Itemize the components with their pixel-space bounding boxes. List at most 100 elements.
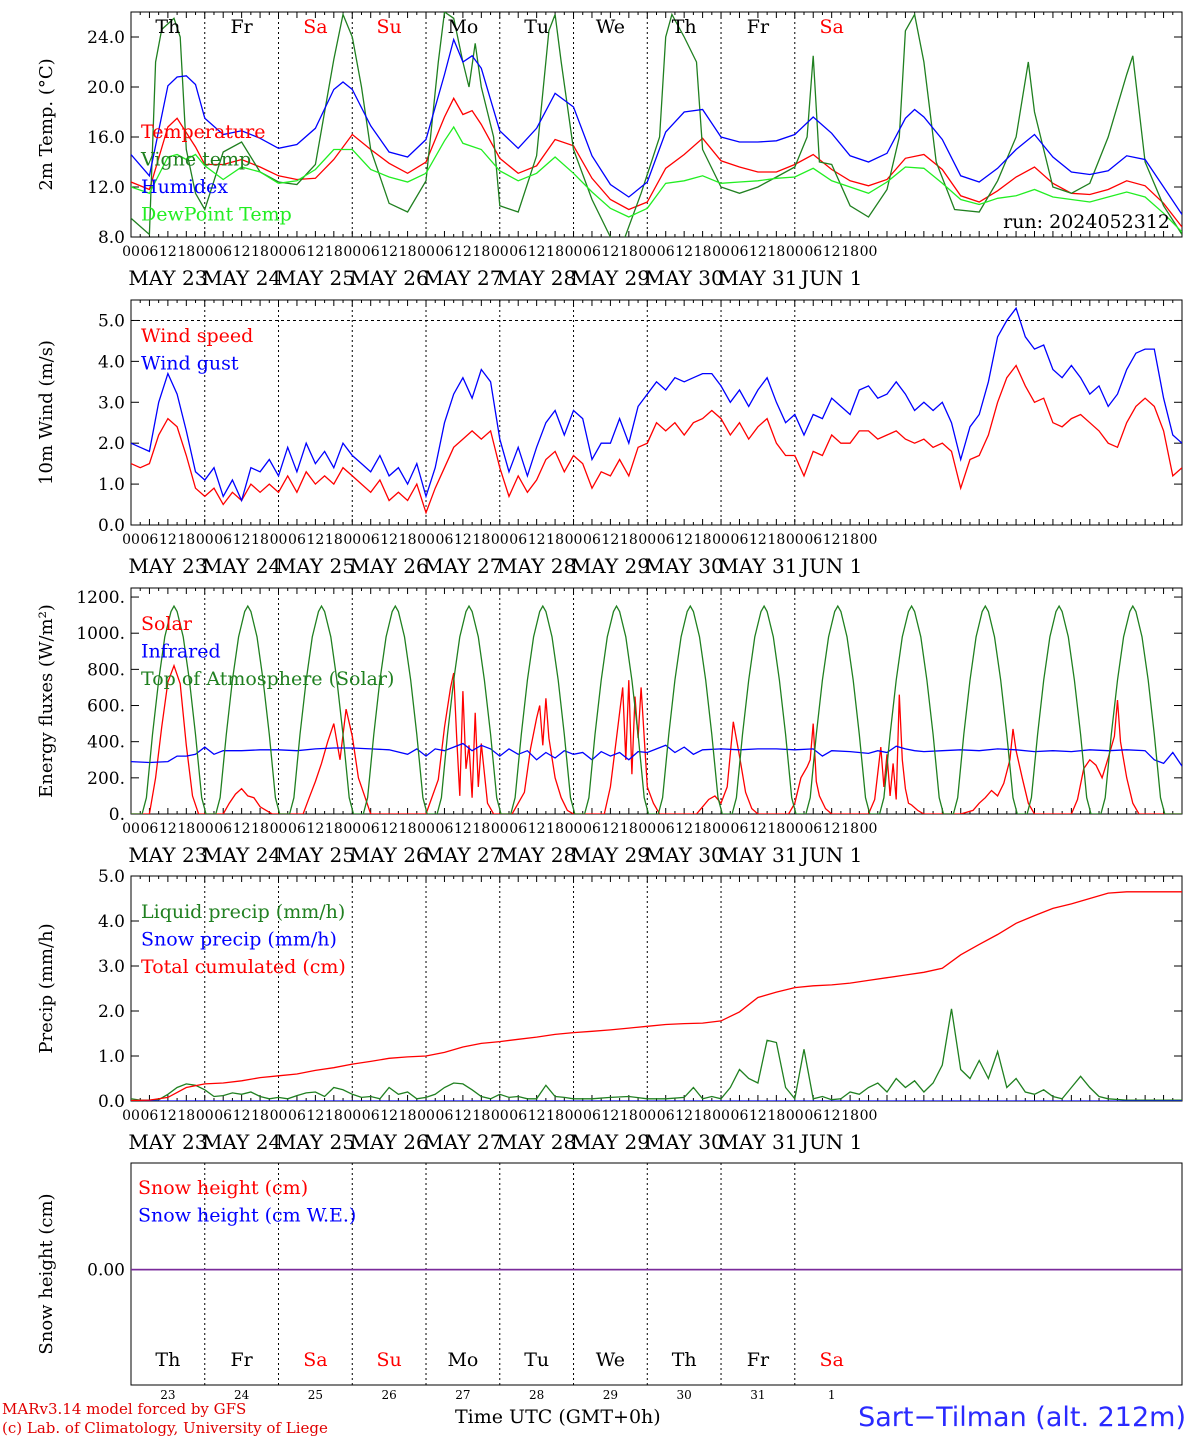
hour-tick-label: 00 <box>196 1108 214 1124</box>
hour-tick-label: 00 <box>786 244 804 260</box>
panel-5: 0.00 Snow height (cm) Snow height (cm) Snow… <box>36 1162 1183 1402</box>
legend-entry: Humidex <box>141 176 228 198</box>
day-number-label: 24 <box>234 1388 250 1402</box>
hour-tick-label: 06 <box>436 244 454 260</box>
hour-tick-label: 06 <box>657 244 675 260</box>
hour-tick-label: 00 <box>860 532 878 548</box>
hour-tick-label: 00 <box>343 821 361 837</box>
date-label: MAY 23 <box>128 266 207 290</box>
date-label: MAY 26 <box>350 843 429 867</box>
hour-tick-label: 12 <box>675 244 693 260</box>
hour-tick-label: 00 <box>860 1108 878 1124</box>
y-tick-label: 0.0 <box>98 1092 125 1112</box>
hour-tick-label: 18 <box>399 1108 417 1124</box>
hour-tick-label: 06 <box>141 244 159 260</box>
hour-tick-label: 00 <box>122 244 140 260</box>
hour-tick-label: 18 <box>620 244 638 260</box>
date-label: MAY 29 <box>571 1130 650 1154</box>
hour-tick-label: 12 <box>823 244 841 260</box>
date-label: MAY 29 <box>571 843 650 867</box>
y-tick-label: 16.0 <box>87 128 125 148</box>
y-axis-title: Snow height (cm) <box>36 1193 57 1354</box>
hour-tick-label: 00 <box>638 821 656 837</box>
series-line-temperature <box>131 96 1182 228</box>
y-tick-label: 0.0 <box>98 516 125 536</box>
hour-tick-label: 00 <box>565 244 583 260</box>
legend-entry: Infrared <box>141 641 221 663</box>
hour-tick-label: 12 <box>454 244 472 260</box>
series-line-dewpoint-temp <box>131 125 1182 233</box>
hour-tick-label: 18 <box>694 244 712 260</box>
hour-tick-label: 18 <box>325 1108 343 1124</box>
hour-tick-label: 18 <box>325 244 343 260</box>
date-label: MAY 28 <box>497 843 576 867</box>
legend-entry: Snow height (cm) <box>138 1177 308 1199</box>
hour-tick-label: 12 <box>823 532 841 548</box>
hour-tick-label: 00 <box>786 821 804 837</box>
hour-tick-label: 18 <box>399 244 417 260</box>
hour-tick-label: 18 <box>694 821 712 837</box>
panel-1: 8.0 12.0 16.0 20.0 24.0 2m Temp. (°C) Temperat… <box>36 11 1183 290</box>
hour-tick-label: 00 <box>270 1108 288 1124</box>
day-number-label: 31 <box>750 1388 765 1402</box>
hour-tick-label: 00 <box>712 821 730 837</box>
weekday-label: Th <box>672 16 697 38</box>
hour-tick-label: 12 <box>749 821 767 837</box>
date-label: MAY 25 <box>276 266 355 290</box>
series-line-wind-speed <box>131 364 1182 515</box>
hour-tick-label: 18 <box>177 244 195 260</box>
hour-tick-label: 12 <box>675 1108 693 1124</box>
series-line-wind-gust <box>131 306 1182 503</box>
legend-entry: Liquid precip (mm/h) <box>141 901 345 923</box>
date-label: MAY 31 <box>718 554 797 578</box>
series-line-humidex <box>131 37 1182 215</box>
hour-tick-label: 12 <box>823 821 841 837</box>
date-label: MAY 25 <box>276 843 355 867</box>
hour-tick-label: 06 <box>731 821 749 837</box>
date-label: MAY 23 <box>128 1130 207 1154</box>
hour-tick-label: 18 <box>620 1108 638 1124</box>
hour-tick-label: 00 <box>417 1108 435 1124</box>
hour-tick-label: 18 <box>694 1108 712 1124</box>
legend-entry: Top of Atmosphere (Solar) <box>141 668 394 690</box>
hour-tick-label: 06 <box>509 1108 527 1124</box>
weekday-label: Fr <box>747 16 770 38</box>
hour-tick-label: 12 <box>454 1108 472 1124</box>
y-tick-label: 3.0 <box>98 957 125 977</box>
hour-tick-label: 12 <box>233 244 251 260</box>
hour-tick-label: 18 <box>251 532 269 548</box>
y-tick-label: 12.0 <box>87 178 125 198</box>
hour-tick-label: 00 <box>565 532 583 548</box>
hour-tick-label: 18 <box>472 532 490 548</box>
hour-tick-label: 12 <box>675 821 693 837</box>
date-label: MAY 26 <box>350 554 429 578</box>
y-tick-label: 200. <box>87 769 125 789</box>
day-number-label: 29 <box>603 1388 618 1402</box>
date-label: MAY 31 <box>718 266 797 290</box>
time-axis-label: Time UTC (GMT+0h) <box>455 1406 661 1428</box>
hour-tick-label: 18 <box>841 244 859 260</box>
hour-tick-label: 12 <box>823 1108 841 1124</box>
date-label: JUN 1 <box>799 554 862 578</box>
hour-tick-label: 06 <box>288 532 306 548</box>
date-label: JUN 1 <box>799 1130 862 1154</box>
hour-tick-label: 00 <box>417 244 435 260</box>
date-label: MAY 26 <box>350 266 429 290</box>
hour-tick-label: 06 <box>288 1108 306 1124</box>
hour-tick-label: 12 <box>233 821 251 837</box>
hour-tick-label: 06 <box>214 532 232 548</box>
y-tick-label: 1.0 <box>98 475 125 495</box>
hour-tick-label: 06 <box>804 532 822 548</box>
hour-tick-label: 00 <box>417 821 435 837</box>
weekday-label: Tu <box>524 16 549 38</box>
hour-tick-label: 12 <box>233 1108 251 1124</box>
hour-tick-label: 00 <box>638 244 656 260</box>
hour-tick-label: 18 <box>546 532 564 548</box>
weekday-label: We <box>596 1349 625 1371</box>
credit-line-2: (c) Lab. of Climatology, University of L… <box>2 1419 328 1437</box>
hour-tick-label: 12 <box>528 532 546 548</box>
date-label: MAY 24 <box>202 554 281 578</box>
hour-tick-label: 06 <box>436 532 454 548</box>
hour-tick-label: 00 <box>343 532 361 548</box>
hour-tick-label: 00 <box>122 1108 140 1124</box>
